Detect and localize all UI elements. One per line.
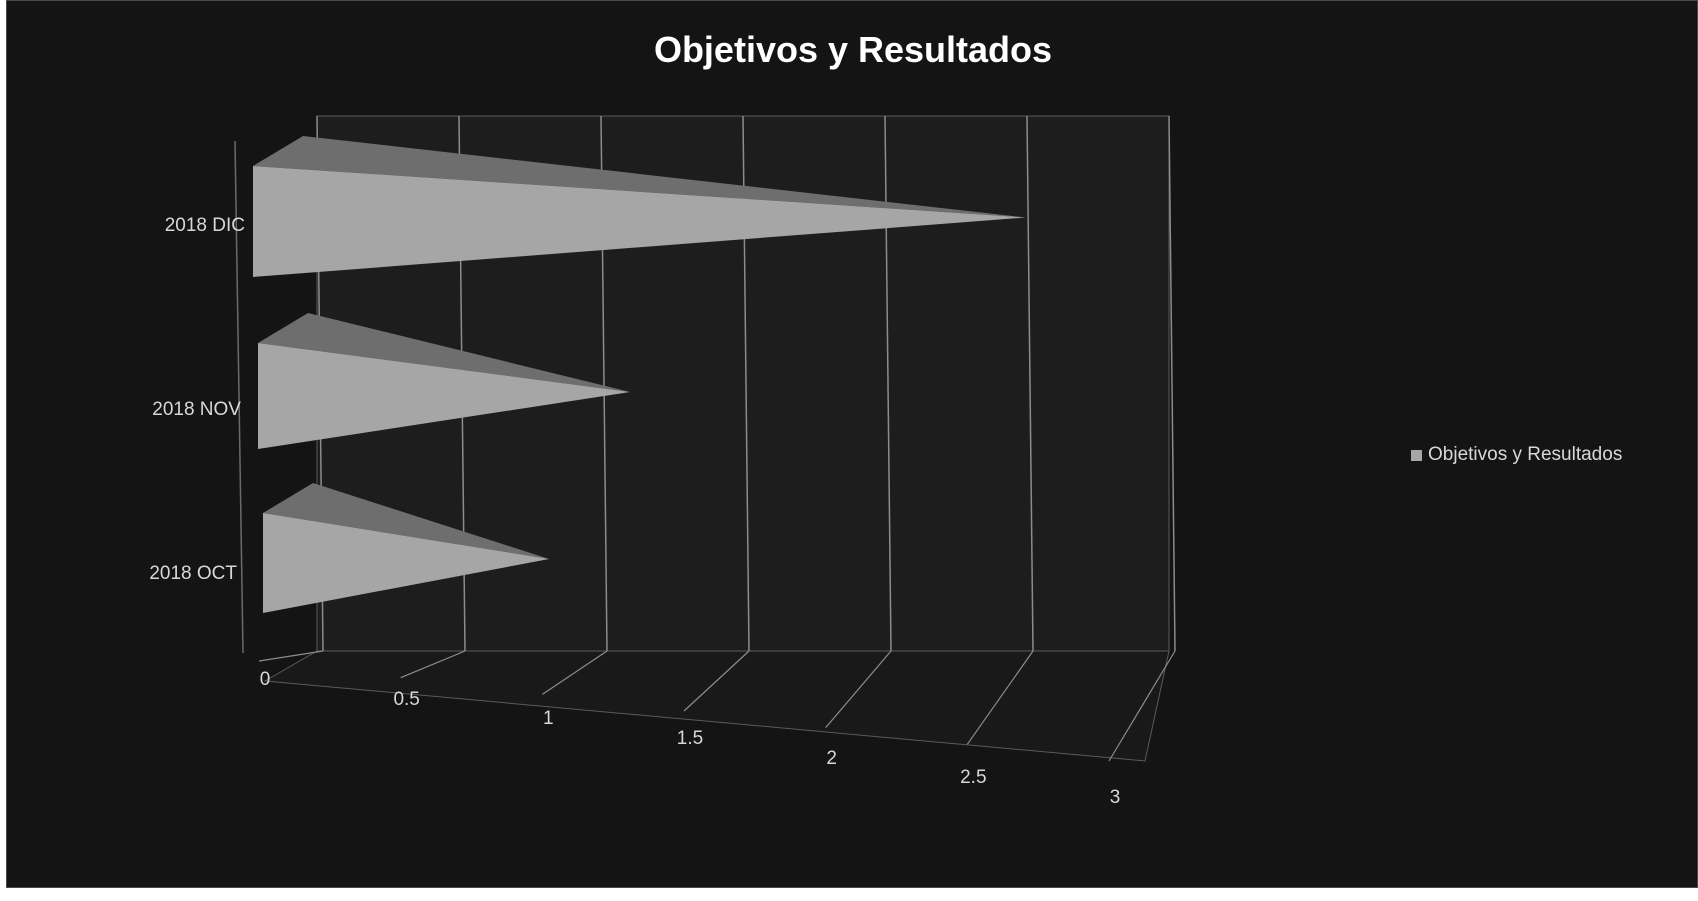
bar-top-2 [253,136,1026,218]
floor-gridline-1 [400,650,466,679]
floor-gridline-0 [258,650,324,662]
floor-gridline-6 [1108,650,1176,762]
floor-gridline-5 [966,650,1034,745]
gridline-6 [1168,115,1176,652]
x-tick-label: 1.5 [676,728,704,749]
floor-gridline-3 [683,650,750,712]
floor-gridline-4 [825,650,892,729]
x-tick-label: 0 [259,669,271,690]
x-tick-label: 2.5 [960,767,987,789]
floor-gridline-2 [541,650,608,695]
chart-title: Objetivos y Resultados [653,29,1053,70]
bar-1 [258,343,631,449]
bar-top-0 [263,483,550,559]
x-tick-label: 3 [1109,787,1121,808]
bar-2 [253,166,1026,277]
legend: Objetivos y Resultados [1411,444,1622,466]
x-tick-label: 2 [826,747,837,769]
x-tick-label: 0.5 [393,688,420,710]
left-axis-line [234,140,244,654]
legend-swatch [1411,449,1422,461]
y-tick-label: 2018 OCT [149,563,237,584]
floor [263,650,1170,762]
legend-label: Objetivos y Resultados [1428,444,1623,465]
chart-plot [234,115,1176,762]
bar-top-1 [258,313,631,392]
bar-0 [263,513,550,613]
gridline-5 [1026,115,1034,652]
chart-frame: Objetivos y Resultados 2018 OCT 2018 NOV 2… [6,0,1698,888]
x-tick-label: 1 [543,708,554,730]
y-tick-label: 2018 NOV [152,399,241,420]
y-tick-label: 2018 DIC [164,215,245,236]
